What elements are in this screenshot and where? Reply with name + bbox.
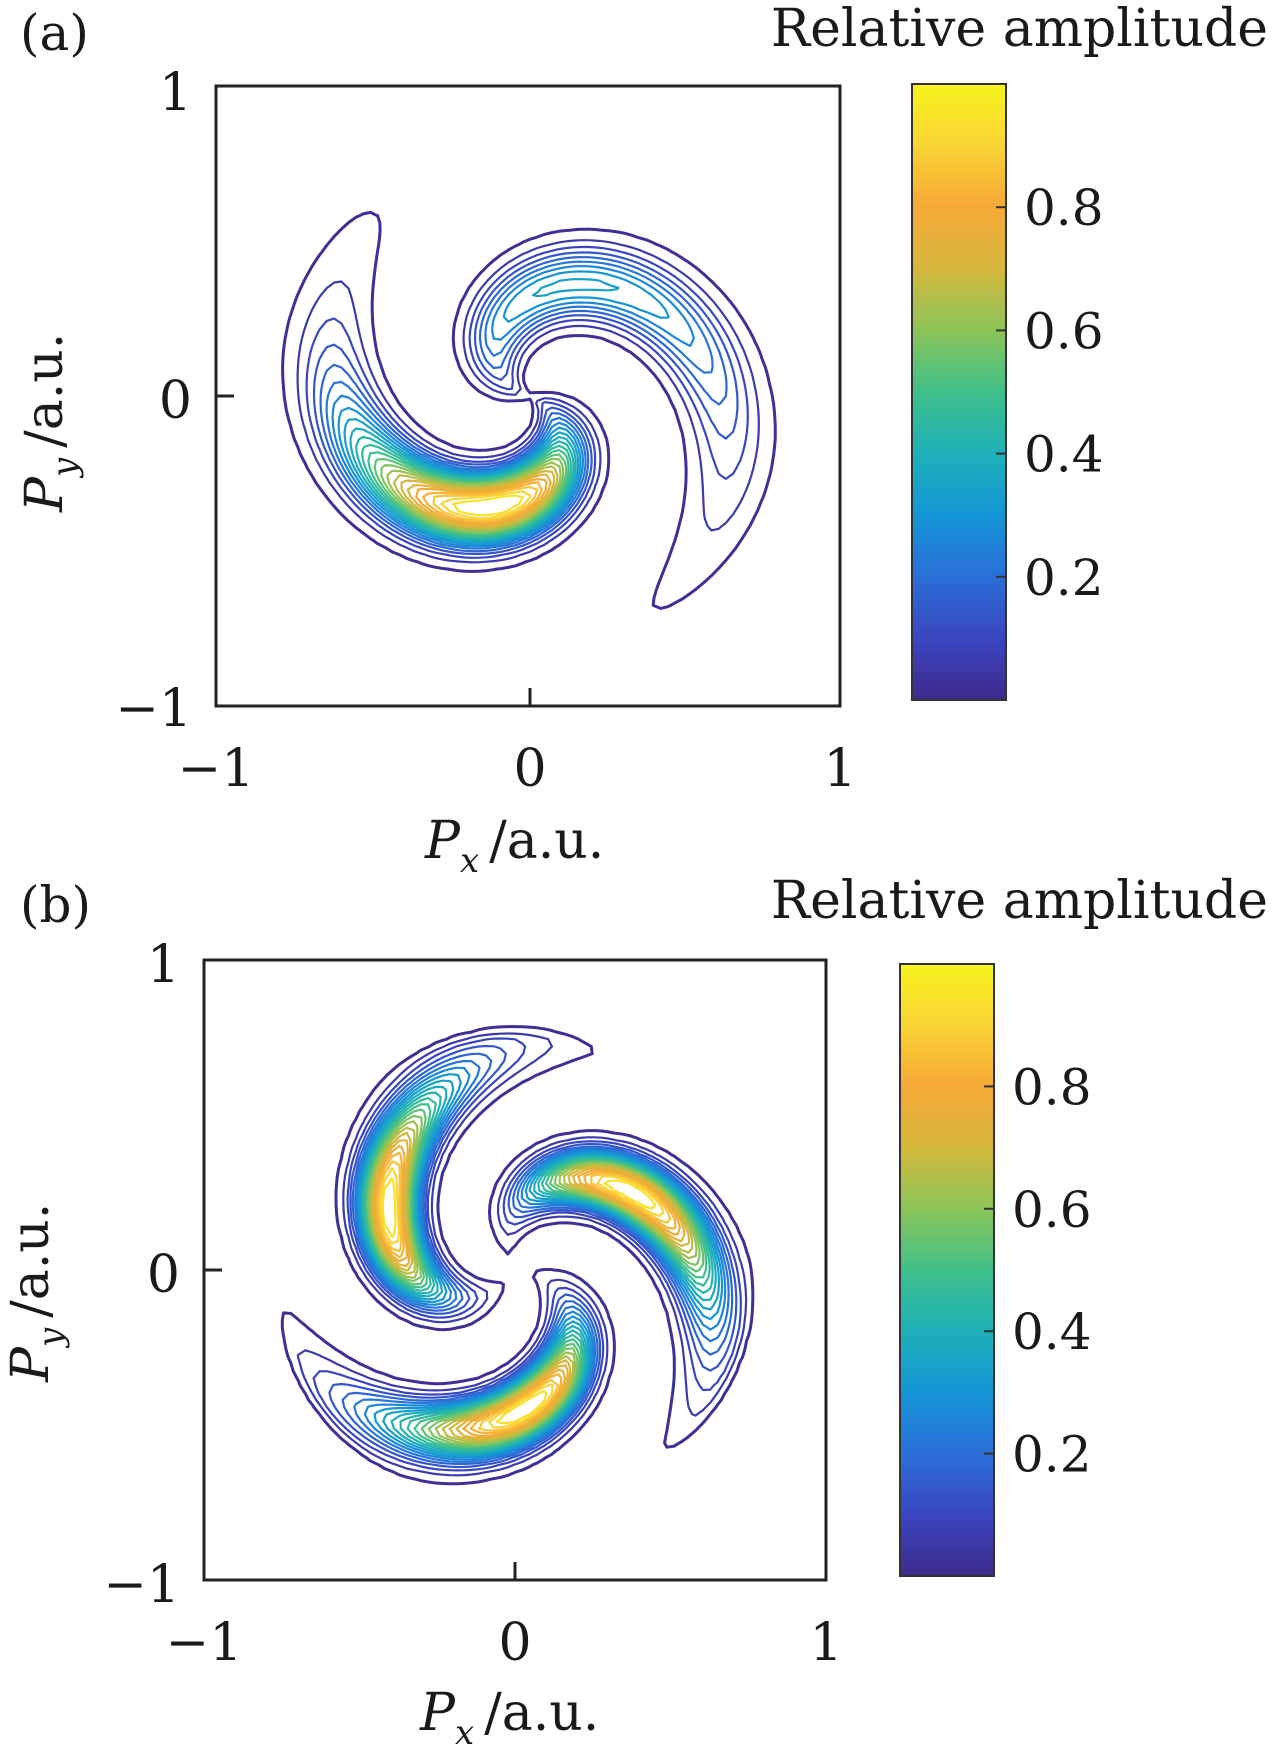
ytick-label-bottom: −1 [103, 1555, 180, 1615]
xtick-label-left: −1 [178, 739, 255, 799]
contour-line [341, 1052, 734, 1465]
contour-line [296, 239, 760, 564]
x-axis-subscript: x [455, 1713, 474, 1744]
x-axis-symbol: P [424, 811, 461, 871]
contour-line [367, 1114, 701, 1447]
contour-line [355, 435, 575, 540]
ytick-label-top: 1 [147, 935, 180, 995]
contour-line [355, 1066, 727, 1461]
contour-line [392, 465, 559, 531]
contour-line [373, 453, 568, 535]
x-axis-symbol: P [419, 1683, 456, 1743]
colorbar [911, 83, 1007, 701]
colorbar-tick-label: 0.2 [1012, 1426, 1092, 1484]
contour-line [372, 1139, 686, 1439]
x-axis-subscript: x [460, 841, 479, 881]
contour-line [400, 469, 555, 529]
contour-line [328, 1044, 738, 1469]
colorbar-title: Relative amplitude [771, 0, 1268, 59]
contour-line [368, 1120, 698, 1445]
y-axis-subscript: y [45, 457, 85, 479]
ytick-label-mid: 0 [147, 1245, 180, 1305]
panel-label: (a) [20, 4, 89, 62]
contour-line [370, 1126, 694, 1443]
contour-line [331, 265, 695, 548]
x-axis-unit: /a.u. [489, 811, 604, 871]
contour-line [367, 448, 570, 537]
ytick-label-mid: 0 [159, 371, 192, 431]
y-axis-symbol: P [1, 1346, 61, 1383]
contour-plot [281, 210, 777, 610]
y-axis-label: Py/a.u. [15, 333, 85, 513]
contour-line [386, 461, 562, 532]
contour-line [280, 1025, 755, 1486]
contour-line [281, 210, 777, 610]
ytick-label-top: 1 [159, 63, 192, 123]
colorbar-title: Relative amplitude [771, 871, 1268, 931]
contour-line [375, 1151, 677, 1435]
contour-line [406, 473, 552, 528]
contour-line [379, 1167, 665, 1429]
contour-line [312, 1037, 742, 1472]
contour-line [422, 481, 543, 524]
x-axis-unit: /a.u. [484, 1683, 599, 1743]
colorbar-tick-label: 0.4 [1012, 1303, 1092, 1361]
xtick-label-mid: 0 [498, 1613, 531, 1673]
contour-plot [280, 1025, 755, 1486]
contour-line [353, 1059, 730, 1463]
contour-line [349, 427, 577, 542]
xtick-label-left: −1 [166, 1613, 243, 1673]
contour-line [363, 1097, 711, 1452]
contour-line [380, 457, 565, 534]
contour-line [371, 1131, 691, 1441]
x-axis-label: Px/a.u. [419, 1683, 599, 1744]
contour-line [364, 1103, 708, 1450]
contour-line [377, 1160, 671, 1432]
contour-line [415, 478, 548, 526]
contour-line [374, 1144, 682, 1437]
contour-line [432, 486, 539, 522]
xtick-label-right: 1 [823, 739, 856, 799]
xtick-label-right: 1 [809, 1613, 842, 1673]
contour-line [319, 256, 728, 553]
xtick-label-mid: 0 [513, 739, 546, 799]
colorbar-ticks: 0.2 0.4 0.6 0.8 [996, 179, 1104, 607]
contour-line [312, 251, 739, 555]
contour-line [325, 260, 714, 550]
contour-line [343, 278, 620, 544]
panel-a: (a) Relative amplitude 1 0 −1 −1 0 1 Px /… [15, 0, 1268, 881]
contour-line [362, 1091, 714, 1453]
y-axis-label: Py/a.u. [1, 1203, 71, 1383]
contour-line [305, 245, 749, 559]
contour-line [381, 1176, 657, 1425]
contour-line [357, 1073, 724, 1459]
colorbar-tick-label: 0.4 [1024, 426, 1104, 484]
x-axis-label: Px/a.u. [424, 811, 604, 881]
contour-line [296, 1032, 748, 1477]
colorbar-ticks: 0.2 0.4 0.6 0.8 [984, 1058, 1092, 1484]
colorbar [899, 963, 995, 1577]
contour-line [452, 494, 524, 517]
panel-b: (b) Relative amplitude 1 0 −1 −1 0 1 Px /… [1, 871, 1268, 1744]
colorbar-tick-label: 0.8 [1012, 1058, 1092, 1116]
colorbar-tick-label: 0.2 [1024, 549, 1104, 607]
contour-line [440, 490, 532, 520]
contour-line [366, 1108, 705, 1448]
contour-line [361, 443, 573, 539]
contour-line [337, 270, 670, 546]
ytick-label-bottom: −1 [115, 679, 192, 739]
contour-line [359, 1079, 720, 1457]
colorbar-tick-label: 0.6 [1024, 302, 1104, 360]
y-axis-unit: /a.u. [1, 1203, 61, 1318]
y-axis-symbol: P [15, 476, 75, 513]
panel-label: (b) [20, 876, 91, 934]
colorbar-tick-label: 0.8 [1024, 179, 1104, 237]
contour-line [360, 1085, 717, 1455]
y-axis-subscript: y [31, 1327, 71, 1349]
y-axis-unit: /a.u. [15, 333, 75, 448]
colorbar-tick-label: 0.6 [1012, 1181, 1092, 1239]
